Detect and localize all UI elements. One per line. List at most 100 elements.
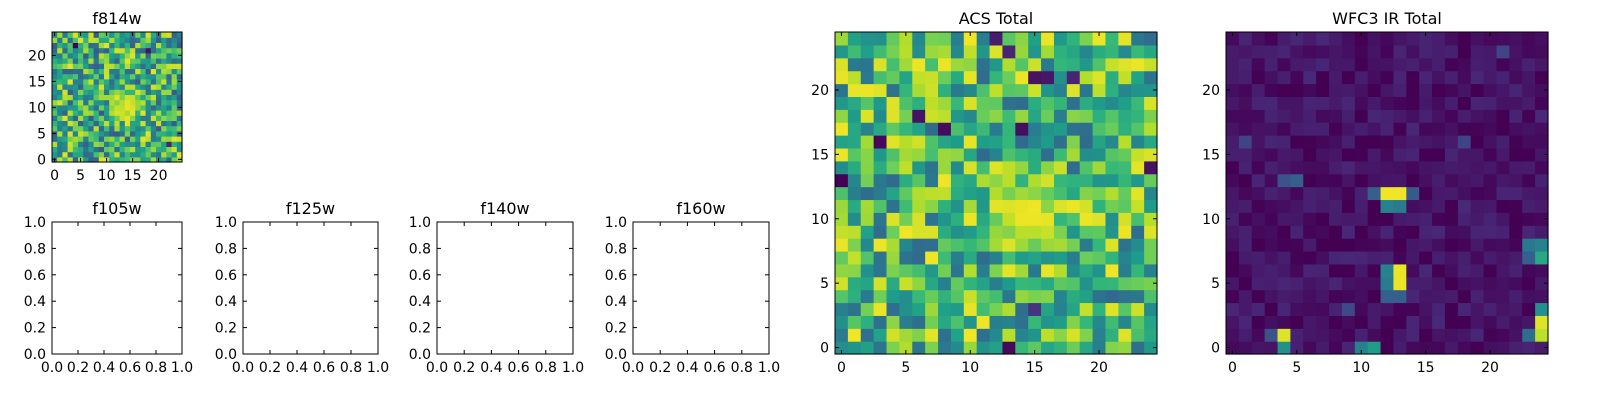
heatmap-cell: [1277, 199, 1291, 213]
heatmap-cell: [938, 96, 952, 110]
heatmap-cell: [1483, 83, 1498, 97]
heatmap-cell: [1393, 173, 1407, 188]
heatmap-cell: [1277, 289, 1291, 304]
y-tick-label: 0.4: [409, 294, 431, 310]
heatmap-cell: [1066, 70, 1081, 85]
heatmap-cell: [860, 57, 875, 72]
heatmap-cell: [1238, 276, 1253, 291]
heatmap-cell: [1457, 225, 1472, 239]
heatmap-cell: [140, 104, 147, 111]
heatmap-cell: [1316, 289, 1330, 304]
heatmap-cell: [62, 52, 69, 59]
heatmap-cell: [1303, 160, 1317, 175]
heatmap-cell: [989, 70, 1004, 85]
heatmap-cell: [114, 73, 121, 80]
heatmap-cell: [1066, 57, 1081, 72]
heatmap-cell: [1264, 225, 1279, 239]
heatmap-cell: [72, 73, 79, 80]
heatmap-cell: [1341, 238, 1356, 252]
x-tick-label: 0: [50, 168, 59, 184]
heatmap-cell: [950, 212, 965, 226]
heatmap-cell: [1002, 122, 1016, 136]
heatmap-cell: [976, 341, 991, 355]
heatmap-cell: [124, 68, 131, 75]
heatmap-cell: [1457, 70, 1472, 85]
heatmap-cell: [1066, 238, 1081, 252]
heatmap-cell: [1496, 199, 1510, 213]
heatmap-cell: [114, 156, 121, 163]
heatmap-cell: [886, 70, 900, 85]
heatmap-cell: [176, 146, 183, 153]
heatmap-cell: [161, 73, 167, 80]
heatmap-cell: [873, 173, 888, 188]
heatmap-cell: [963, 225, 978, 239]
heatmap-cell: [93, 37, 100, 43]
heatmap-cell: [171, 58, 178, 64]
heatmap-cell: [130, 52, 136, 59]
heatmap-cell: [1118, 263, 1132, 278]
heatmap-cell: [1470, 109, 1485, 123]
heatmap-cell: [1470, 302, 1485, 316]
heatmap-cell: [1251, 315, 1266, 329]
y-tick-label: 0: [37, 152, 46, 168]
heatmap-cell: [1277, 315, 1291, 329]
heatmap-cell: [1264, 135, 1279, 149]
heatmap-cell: [1015, 186, 1029, 201]
heatmap-cell: [1092, 341, 1107, 355]
heatmap-cell: [1264, 70, 1279, 85]
heatmap-cell: [171, 52, 178, 59]
heatmap-cell: [1496, 109, 1510, 123]
heatmap-cell: [886, 199, 900, 213]
heatmap-cell: [847, 147, 862, 162]
heatmap-cell: [1496, 57, 1510, 72]
heatmap-cell: [938, 122, 952, 136]
heatmap-cell: [1226, 238, 1240, 252]
heatmap-cell: [1522, 44, 1536, 59]
heatmap-cell: [88, 125, 95, 132]
heatmap-cell: [1470, 57, 1485, 72]
heatmap-cell: [1226, 250, 1240, 265]
heatmap-cell: [1509, 109, 1523, 123]
heatmap-cell: [963, 44, 978, 59]
heatmap-cell: [1444, 57, 1459, 72]
heatmap-cell: [176, 94, 183, 101]
heatmap-cell: [1535, 109, 1549, 123]
heatmap-cell: [171, 130, 178, 137]
heatmap-cell: [52, 73, 58, 80]
heatmap-cell: [140, 141, 147, 147]
heatmap-cell: [114, 125, 121, 132]
y-tick-label: 0.8: [605, 241, 627, 257]
heatmap-cell: [1406, 199, 1420, 213]
heatmap-cell: [109, 115, 115, 121]
heatmap-cell: [1496, 276, 1510, 291]
heatmap-cell: [873, 302, 888, 316]
heatmap-cell: [1226, 135, 1240, 149]
heatmap-cell: [860, 276, 875, 291]
heatmap-cell: [1444, 263, 1459, 278]
heatmap-cell: [150, 84, 157, 90]
heatmap-cell: [109, 104, 115, 111]
heatmap-cell: [83, 42, 89, 49]
heatmap-cell: [171, 136, 178, 142]
x-tick-label: 0.0: [41, 360, 63, 376]
heatmap-cell: [140, 89, 147, 95]
heatmap-cell: [1002, 147, 1016, 162]
heatmap-cell: [1290, 160, 1304, 175]
heatmap-cell: [88, 146, 95, 153]
heatmap-cell: [1118, 44, 1132, 59]
heatmap-cell: [938, 289, 952, 304]
heatmap-cell: [1354, 225, 1369, 239]
heatmap-cell: [1496, 32, 1510, 46]
heatmap-cell: [1028, 341, 1042, 355]
heatmap-cell: [166, 156, 173, 163]
heatmap-cell: [145, 78, 152, 85]
heatmap-cell: [57, 32, 63, 38]
heatmap-cell: [98, 94, 105, 101]
heatmap-cell: [950, 160, 965, 175]
heatmap-cell: [135, 52, 141, 59]
heatmap-cell: [176, 136, 183, 142]
heatmap-cell: [1341, 341, 1356, 355]
heatmap-cell: [1028, 57, 1042, 72]
